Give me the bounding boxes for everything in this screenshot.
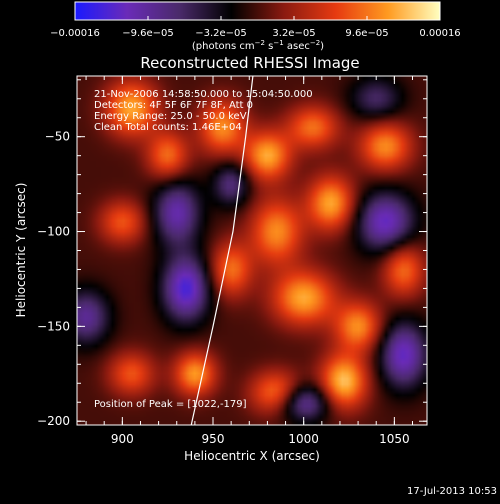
annotation-detectors: Detectors: 4F 5F 6F 7F 8F, Att 0	[94, 100, 253, 111]
colorbar-tick-label: −9.6e−05	[122, 28, 174, 39]
y-tick-label: −100	[37, 225, 70, 239]
colorbar-tick-label: 0.00016	[419, 28, 460, 39]
x-tick-label: 900	[111, 432, 134, 446]
annotation-clean-counts: Clean Total counts: 1.46E+04	[94, 122, 242, 133]
heatmap-image	[77, 76, 427, 425]
colorbar-tick-label: −0.00016	[50, 28, 100, 39]
x-axis-ticks: 900 950 1000 1050	[85, 76, 413, 446]
y-tick-label: −200	[37, 414, 70, 428]
y-tick-label: −150	[37, 319, 70, 333]
y-tick-label: −50	[45, 130, 70, 144]
annotation-energy-range: Energy Range: 25.0 - 50.0 keV	[94, 111, 247, 122]
chart-title: Reconstructed RHESSI Image	[140, 54, 359, 72]
annotation-time-range: 21-Nov-2006 14:58:50.000 to 15:04:50.000	[94, 89, 313, 100]
y-axis-label: Heliocentric Y (arcsec)	[14, 183, 28, 318]
colorbar	[74, 1, 441, 21]
x-tick-label: 1050	[379, 432, 410, 446]
x-tick-label: 950	[202, 432, 225, 446]
x-axis-label: Heliocentric X (arcsec)	[184, 449, 320, 463]
timestamp: 17-Jul-2013 10:53	[407, 486, 497, 497]
colorbar-ticks: −0.00016 −9.6e−05 −3.2e−05 3.2e−05 9.6e−05 0.…	[50, 16, 461, 39]
colorbar-units: (photons cm−2 s−1 asec−2)	[192, 39, 324, 52]
solar-limb-line	[190, 76, 254, 425]
annotation-peak-position: Position of Peak = [1022,-179]	[94, 399, 247, 410]
y-axis-ticks: −50 −100 −150 −200	[37, 79, 427, 428]
colorbar-tick-label: −3.2e−05	[195, 28, 247, 39]
colorbar-tick-label: 9.6e−05	[345, 28, 388, 39]
colorbar-tick-label: 3.2e−05	[272, 28, 315, 39]
x-tick-label: 1000	[288, 432, 319, 446]
